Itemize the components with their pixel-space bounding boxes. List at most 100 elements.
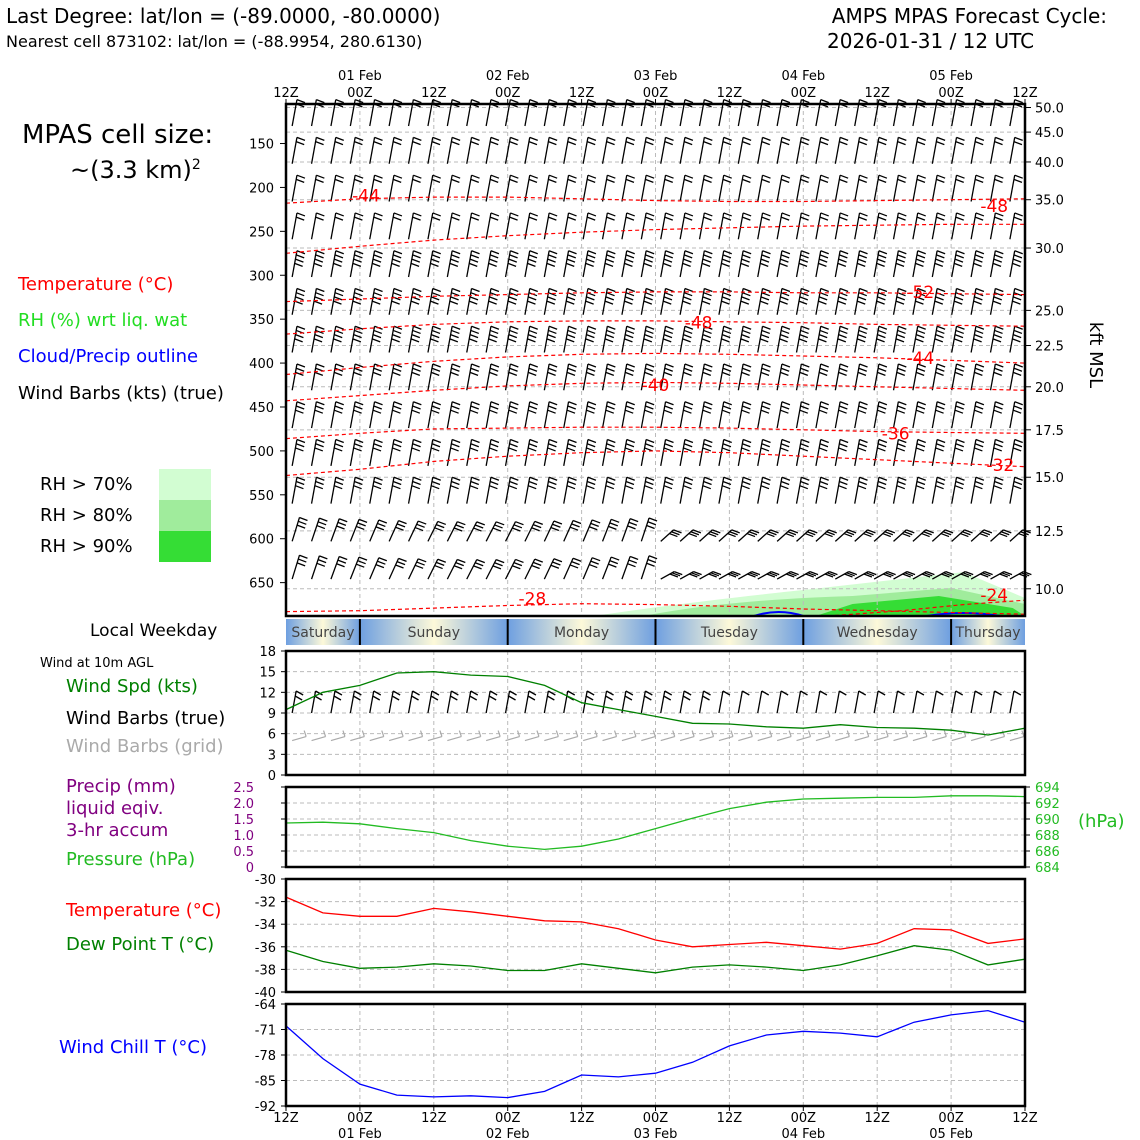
true-barb-feather [664, 690, 673, 696]
wind-barb-feather [431, 178, 441, 183]
wind-barb-feather [529, 212, 538, 217]
wind-barb-feather [295, 480, 305, 486]
wind-barb-feather [295, 334, 304, 339]
wind-barb-feather [509, 254, 518, 259]
wind-barb-feather [740, 338, 750, 343]
wind-barb-feather [898, 476, 907, 481]
wind-barb-feather [936, 367, 945, 372]
wind-barb-feather [993, 485, 1003, 490]
wind-barb-feather [513, 561, 523, 567]
wind-barb-feather [1012, 338, 1021, 343]
wind-barb-feather [412, 367, 421, 372]
wind-barb-feather [509, 216, 518, 221]
wind-barb-shaft [757, 175, 764, 202]
wind-barb-shaft [388, 401, 395, 429]
wind-barb-feather [664, 254, 673, 259]
wind-barb-feather [314, 371, 324, 377]
wind-barb-feather [877, 405, 887, 410]
wind-barb-shaft [835, 571, 850, 580]
wind-barb-feather [430, 409, 440, 414]
wind-barb-shaft [563, 212, 570, 240]
precip-tick-label: 1.0 [233, 829, 254, 844]
wind-barb-feather [721, 300, 730, 305]
true-barb-shaft [369, 690, 375, 714]
top-tick-label: 00Z [347, 86, 373, 101]
wind-barb-feather [671, 531, 680, 536]
wind-barb-feather [645, 438, 655, 444]
wind-barb-feather [392, 334, 401, 339]
wind-barb-feather [884, 531, 894, 536]
wind-barb-feather [398, 557, 407, 562]
wind-barb-feather [916, 443, 926, 448]
wind-barb-feather [702, 409, 712, 414]
wind-barb-feather [586, 141, 596, 146]
wind-barb-feather [430, 485, 440, 490]
wind-barb-feather [645, 216, 654, 221]
wind-barb-feather [434, 527, 443, 532]
wind-barb-feather [432, 287, 441, 293]
wind-barb-feather [722, 178, 732, 183]
wind-barb-feather [819, 480, 829, 486]
wind-barb-shaft [543, 520, 555, 542]
wind-barb-feather [606, 292, 615, 297]
wind-barb-feather [451, 174, 461, 179]
wind-barb-shaft [310, 175, 317, 202]
wind-barb-shaft [931, 175, 938, 202]
wind-barb-feather [568, 250, 577, 255]
wind-barb-feather [759, 338, 769, 343]
wind-barb-feather [863, 573, 873, 578]
wind-barb-feather [354, 174, 364, 179]
wind-barb-feather [859, 136, 868, 142]
wind-barb-shaft [718, 137, 725, 164]
wind-barb-feather [984, 571, 993, 576]
wind-barb-feather [471, 401, 480, 406]
wind-barb-feather [336, 525, 345, 530]
wind-barb-feather [895, 262, 905, 267]
wind-barb-feather [437, 520, 447, 526]
true-barb-feather [294, 695, 303, 701]
wind-barb-shaft [485, 521, 497, 542]
wind-barb-feather [780, 292, 790, 297]
wind-barb-feather [624, 409, 634, 414]
wind-barb-feather [353, 334, 362, 339]
temperature-contour-label: -28 [518, 589, 546, 609]
wind-barb-feather [586, 367, 596, 372]
wind-barb-shaft [834, 175, 841, 202]
wind-barb-feather [915, 447, 925, 452]
wind-barb-feather [742, 480, 751, 486]
wind-barb-feather [430, 447, 440, 452]
wind-barb-feather [665, 250, 674, 255]
wind-barb-feather [798, 262, 808, 267]
wind-barb-feather [956, 476, 965, 481]
wind-barb-feather [316, 562, 326, 567]
wind-barb-feather [781, 287, 791, 293]
wind-barb-feather [721, 409, 731, 414]
wind-barb-feather [722, 329, 732, 335]
wind-barb-feather [490, 287, 500, 293]
wind-barb-feather [413, 476, 422, 481]
wind-barb-feather [1012, 409, 1022, 414]
wind-barb-feather [804, 532, 814, 538]
wind-barb-feather [470, 443, 480, 448]
wind-barb-shaft [679, 212, 686, 240]
wind-barb-shaft [582, 477, 589, 504]
wind-barb-feather [453, 565, 463, 570]
wind-barb-feather [955, 178, 964, 183]
wind-barb-feather [586, 443, 596, 448]
wind-barb-feather [316, 524, 326, 530]
true-barb-feather [430, 695, 439, 701]
wind-barb-shaft [990, 529, 1004, 542]
wind-barb-shaft [660, 137, 667, 164]
true-barb-shaft [601, 690, 608, 714]
wind-barb-feather [877, 216, 887, 221]
wind-barb-feather [295, 292, 305, 297]
wind-barb-feather [897, 329, 906, 335]
wind-barb-feather [1014, 250, 1023, 255]
wind-barb-feather [839, 480, 848, 486]
wind-barb-feather [781, 212, 791, 217]
wind-barb-feather [354, 287, 364, 293]
wind-barb-feather [781, 99, 791, 104]
panel-tick-label: -40 [255, 986, 276, 1001]
wind-barb-shaft [776, 439, 783, 466]
wind-barb-feather [604, 338, 614, 343]
